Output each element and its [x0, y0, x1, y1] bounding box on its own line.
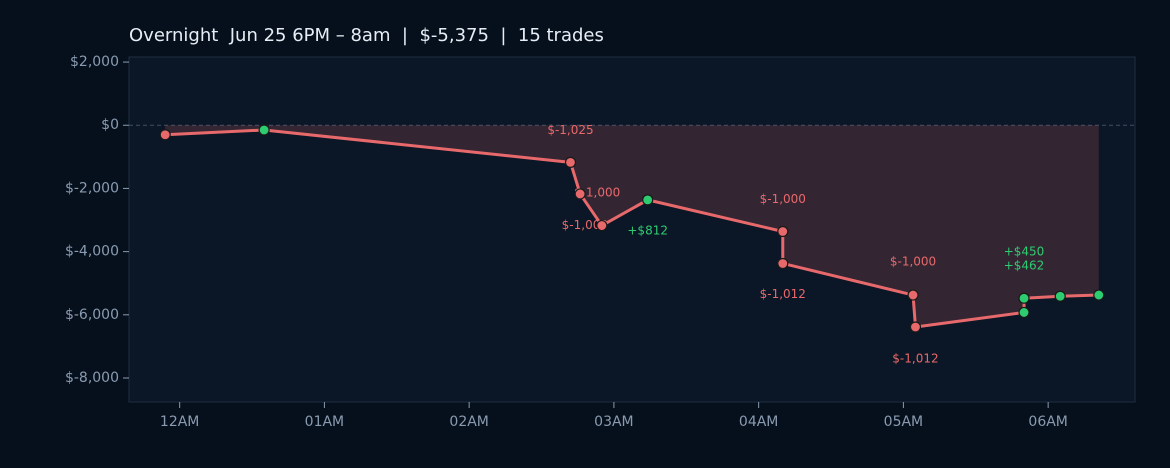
x-tick-label: 05AM	[884, 414, 923, 430]
x-tick-label: 03AM	[594, 414, 633, 430]
annotation: $-1,000	[890, 255, 936, 269]
x-tick-label: 06AM	[1028, 414, 1067, 430]
point	[159, 129, 171, 141]
y-tick-label: $-2,000	[65, 180, 119, 196]
y-tick-label: $-6,000	[65, 307, 119, 323]
point	[907, 289, 919, 301]
annotation: $-1,012	[760, 287, 806, 301]
plot-area	[128, 56, 1136, 403]
annotation: +$812	[627, 223, 668, 237]
x-tick-label: 01AM	[305, 414, 344, 430]
area	[165, 125, 1099, 328]
annotation: $-1,000	[574, 185, 620, 199]
point	[909, 321, 922, 333]
point	[258, 124, 270, 136]
point	[642, 194, 654, 206]
annotation: +$462	[1004, 259, 1045, 273]
point	[574, 188, 586, 200]
point	[777, 257, 789, 270]
point	[777, 225, 789, 238]
point	[564, 156, 577, 168]
x-tick-label: 04AM	[739, 414, 778, 430]
y-tick-label: $-4,000	[65, 244, 119, 260]
point	[596, 219, 608, 232]
x-tick-label: 12AM	[160, 414, 199, 430]
annotation: +$450	[1004, 245, 1045, 259]
point	[1054, 290, 1066, 302]
point	[1093, 289, 1105, 301]
annotation: $-1,000	[760, 192, 806, 206]
annotation: $-1,000	[562, 218, 608, 232]
x-tick-label: 02AM	[449, 414, 488, 430]
annotation: $-1,025	[547, 123, 593, 137]
y-tick-label: $-8,000	[65, 370, 119, 386]
point	[1018, 292, 1030, 304]
y-tick-label: $0	[101, 117, 119, 133]
annotation: $-1,012	[892, 352, 938, 366]
y-tick-label: $2,000	[70, 54, 119, 70]
point	[1018, 306, 1030, 319]
chart-title: Overnight Jun 25 6PM – 8am | $-5,375 | 1…	[129, 25, 604, 46]
